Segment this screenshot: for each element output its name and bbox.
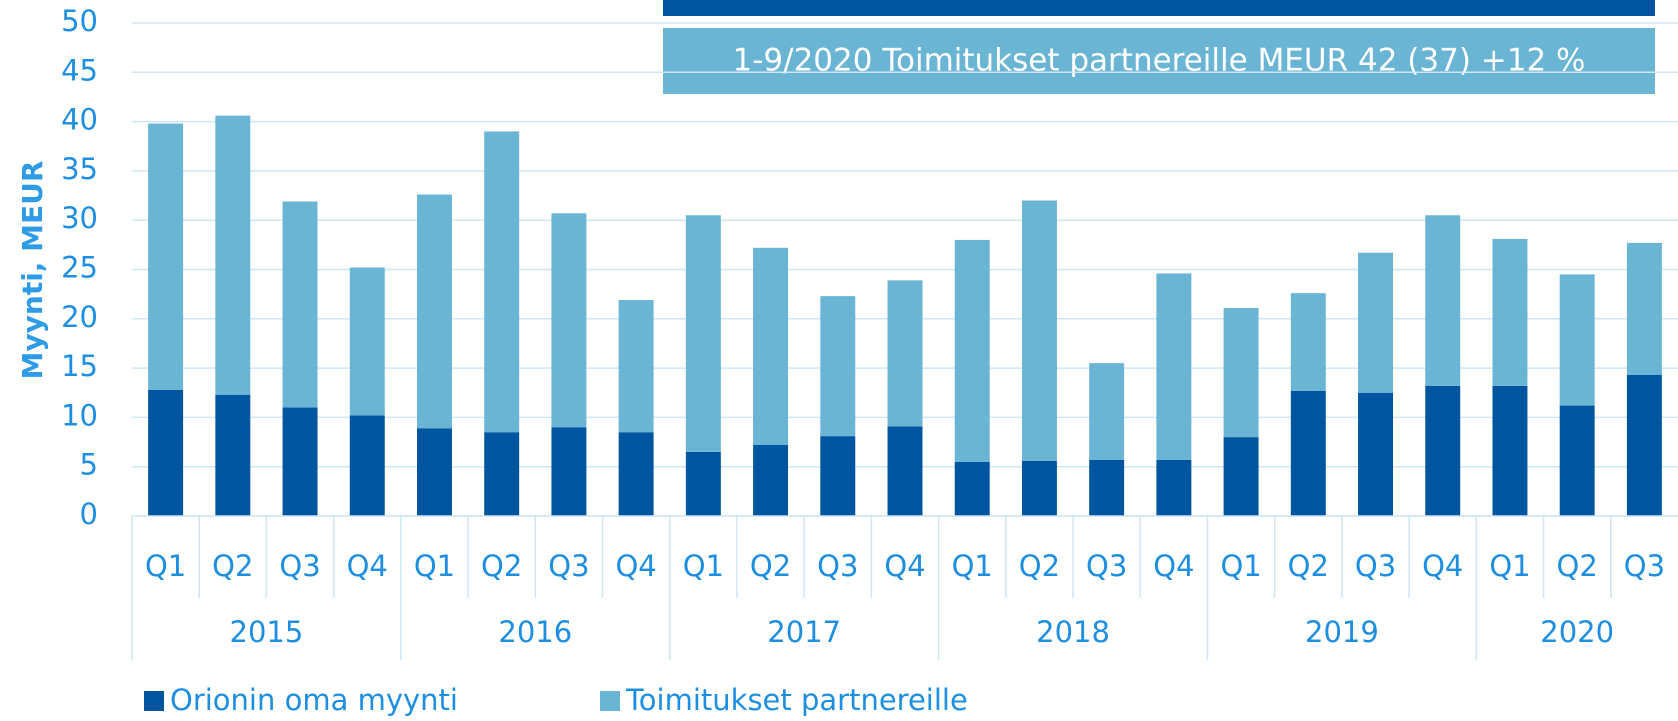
bar-segment: [1425, 385, 1461, 516]
bar-segment: [1358, 392, 1393, 516]
bar-segment: [820, 436, 856, 516]
x-tick-label: Q2: [212, 549, 253, 583]
bar-segment: [1492, 385, 1528, 516]
bar-segment: [349, 267, 385, 416]
x-tick-label: Q2: [1557, 549, 1598, 583]
bar-segment: [1358, 252, 1393, 393]
bar-segment: [215, 394, 251, 516]
group-label: 2020: [1540, 615, 1614, 649]
y-tick-label: 0: [80, 497, 98, 531]
x-tick-label: Q1: [1220, 549, 1261, 583]
group-label: 2019: [1305, 615, 1379, 649]
x-tick-label: Q4: [615, 549, 656, 583]
bar-segment: [685, 215, 721, 452]
x-tick-label: Q1: [145, 549, 186, 583]
y-tick-label: 10: [61, 398, 98, 432]
group-label: 2016: [498, 615, 572, 649]
bar-segment: [887, 426, 923, 516]
bar-segment: [551, 213, 587, 428]
bar-segment: [954, 239, 990, 462]
x-tick-label: Q3: [1086, 549, 1127, 583]
bar-segment: [484, 432, 520, 516]
y-tick-label: 30: [61, 201, 98, 235]
x-tick-label: Q3: [1624, 549, 1665, 583]
bar-segment: [1089, 459, 1125, 516]
bar-segment: [1089, 363, 1125, 460]
bar-segment: [1559, 274, 1595, 406]
x-tick-label: Q1: [683, 549, 724, 583]
bar-segment: [1021, 200, 1057, 461]
group-label: 2015: [230, 615, 304, 649]
bar-segment: [417, 428, 452, 516]
bar-segment: [1559, 405, 1595, 516]
x-tick-label: Q4: [884, 549, 925, 583]
bar-segment: [1156, 459, 1192, 516]
y-tick-label: 40: [61, 103, 98, 137]
bar-segment: [1223, 437, 1259, 516]
x-tick-label: Q4: [1422, 549, 1463, 583]
legend-swatch: [144, 691, 164, 711]
bar-segment: [551, 427, 587, 516]
bar-segment: [417, 194, 452, 429]
banner-dark: [663, 0, 1655, 16]
y-tick-label: 45: [61, 53, 98, 87]
x-tick-label: Q4: [347, 549, 388, 583]
bar-segment: [1021, 460, 1057, 516]
bar-segment: [685, 451, 721, 516]
y-tick-label: 25: [61, 251, 98, 285]
x-tick-label: Q1: [1489, 549, 1530, 583]
x-tick-label: Q1: [952, 549, 993, 583]
bar-segment: [1290, 390, 1326, 516]
bar-segment: [282, 407, 318, 516]
x-tick-label: Q2: [481, 549, 522, 583]
banner: [663, 28, 1655, 94]
x-tick-label: Q2: [1019, 549, 1060, 583]
bar-segment: [1156, 273, 1192, 460]
bar-segment: [618, 432, 654, 516]
bar-segment: [1223, 307, 1259, 438]
bar-segment: [148, 123, 184, 390]
bar-segment: [1626, 242, 1662, 376]
group-label: 2017: [767, 615, 841, 649]
legend-label: Orionin oma myynti: [170, 683, 458, 717]
bar-segment: [215, 115, 251, 395]
y-tick-label: 5: [80, 448, 98, 482]
x-tick-label: Q2: [1288, 549, 1329, 583]
bar-segment: [753, 247, 789, 446]
bar-segment: [1492, 238, 1528, 386]
x-tick-label: Q3: [1355, 549, 1396, 583]
legend-swatch: [600, 691, 620, 711]
bar-segment: [1425, 215, 1461, 386]
x-tick-label: Q3: [817, 549, 858, 583]
bar-segment: [1290, 293, 1326, 391]
bar-segment: [820, 296, 856, 437]
y-axis-label: Myynti, MEUR: [16, 161, 49, 380]
bar-segment: [148, 389, 184, 516]
annotation: 1-9/2020 Toimitukset partnereille MEUR 4…: [733, 43, 1586, 79]
bar-segment: [484, 131, 520, 433]
x-tick-label: Q4: [1153, 549, 1194, 583]
y-tick-label: 20: [61, 300, 98, 334]
bar-segment: [282, 201, 318, 408]
x-tick-label: Q3: [279, 549, 320, 583]
x-tick-label: Q3: [548, 549, 589, 583]
x-tick-label: Q1: [414, 549, 455, 583]
bar-segment: [618, 300, 654, 433]
y-tick-label: 50: [61, 4, 98, 38]
bar-segment: [349, 415, 385, 516]
y-tick-label: 35: [61, 152, 98, 186]
group-label: 2018: [1036, 615, 1110, 649]
bar-segment: [954, 461, 990, 516]
bar-segment: [1626, 375, 1662, 516]
bar-segment: [753, 445, 789, 516]
y-tick-label: 15: [61, 349, 98, 383]
legend-label: Toimitukset partnereille: [625, 683, 968, 717]
bar-segment: [887, 280, 923, 427]
x-tick-label: Q2: [750, 549, 791, 583]
